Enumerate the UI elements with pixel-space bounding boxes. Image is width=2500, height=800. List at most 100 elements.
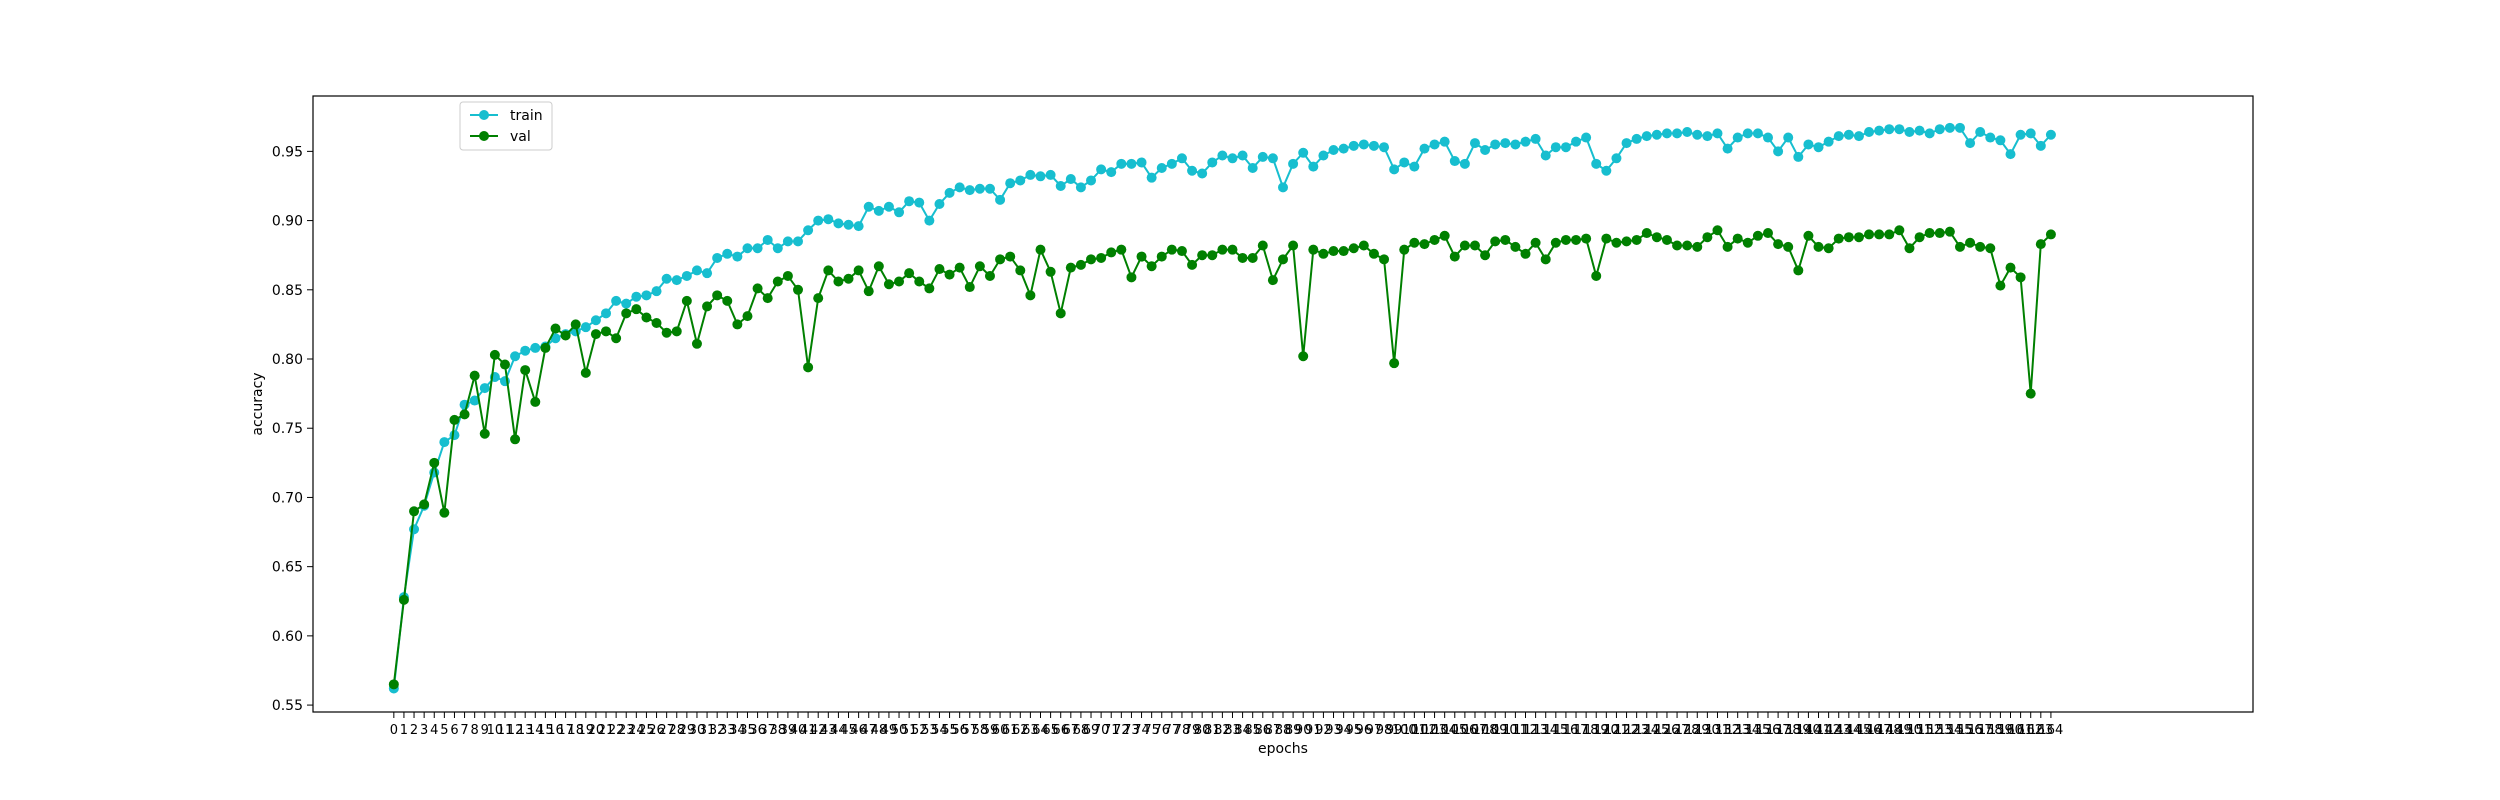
data-point-train	[1601, 165, 1612, 176]
x-tick-label: 108	[1473, 723, 1498, 738]
data-point-train	[1853, 131, 1864, 142]
data-point-val	[479, 428, 490, 439]
data-point-train	[1934, 124, 1945, 135]
data-point-train	[843, 219, 854, 230]
data-point-val	[742, 311, 753, 322]
x-tick-label: 103	[1422, 723, 1447, 738]
data-point-val	[641, 312, 652, 323]
x-tick-label: 144	[1836, 723, 1861, 738]
data-point-val	[782, 270, 793, 281]
data-point-train	[1651, 129, 1662, 140]
x-tick-label: 148	[1877, 723, 1902, 738]
data-point-val	[813, 293, 824, 304]
data-point-val	[1439, 230, 1450, 241]
data-point-train	[1065, 174, 1076, 185]
x-tick-label: 102	[1412, 723, 1437, 738]
x-tick-label: 111	[1503, 723, 1528, 738]
data-point-val	[914, 276, 925, 287]
data-point-train	[1227, 153, 1238, 164]
data-point-val	[1560, 234, 1571, 245]
data-point-val	[1156, 251, 1167, 262]
data-point-val	[1914, 232, 1925, 243]
data-point-train	[1510, 139, 1521, 150]
data-point-val	[1328, 246, 1339, 257]
data-point-train	[1328, 144, 1339, 155]
data-point-val	[1005, 251, 1016, 262]
data-point-val	[419, 499, 430, 510]
x-tick-label: 118	[1574, 723, 1599, 738]
data-point-val	[2035, 239, 2046, 250]
x-tick-label: 114	[1533, 723, 1558, 738]
data-point-train	[712, 252, 723, 263]
data-point-val	[459, 409, 470, 420]
y-tick-label: 0.85	[272, 283, 303, 299]
data-point-val	[1146, 261, 1157, 272]
data-point-train	[1146, 172, 1157, 183]
data-point-train	[1631, 133, 1642, 144]
data-point-val	[1267, 275, 1278, 286]
data-point-train	[1267, 153, 1278, 164]
x-tick-label: 152	[1917, 723, 1942, 738]
data-point-val	[2025, 388, 2036, 399]
data-point-val	[429, 457, 440, 468]
data-point-train	[1864, 126, 1875, 137]
data-point-val	[681, 295, 692, 306]
data-point-val	[1823, 243, 1834, 254]
data-point-val	[1965, 237, 1976, 248]
x-tick-label: 20	[588, 723, 605, 738]
data-point-val	[1308, 244, 1319, 255]
x-tick-label: 137	[1766, 723, 1791, 738]
data-point-val	[1884, 229, 1895, 240]
x-tick-label: 61	[1002, 723, 1019, 738]
x-tick-label: 22	[608, 723, 625, 738]
data-point-train	[1197, 168, 1208, 179]
data-point-train	[641, 290, 652, 301]
data-point-val	[1419, 239, 1430, 250]
data-point-val	[1843, 232, 1854, 243]
data-point-train	[1055, 180, 1066, 191]
plot-area: 0 1 2 3 4 5 6 7 8 9101112131415161718192021222324…	[272, 95, 2254, 738]
x-tick-label: 149	[1887, 723, 1912, 738]
x-tick-label: 77	[1164, 723, 1181, 738]
data-point-val	[853, 265, 864, 276]
data-point-val	[1480, 250, 1491, 261]
x-tick-label: 65	[1042, 723, 1059, 738]
data-point-val	[1106, 247, 1117, 258]
x-tick-label: 31	[699, 723, 716, 738]
data-point-val	[1520, 248, 1531, 259]
x-tick-label: 58	[972, 723, 989, 738]
data-point-train	[1783, 132, 1794, 143]
data-point-train	[1914, 125, 1925, 136]
data-point-val	[1621, 236, 1632, 247]
x-tick-label: 23	[618, 723, 635, 738]
x-tick-label: 25	[638, 723, 655, 738]
data-point-train	[1338, 143, 1349, 154]
data-point-train	[1368, 140, 1379, 151]
data-point-val	[964, 282, 975, 293]
data-point-val	[540, 342, 551, 353]
x-tick-label: 120	[1594, 723, 1619, 738]
data-point-val	[601, 326, 612, 337]
data-point-train	[1459, 158, 1470, 169]
x-axis-label: epochs	[1258, 741, 1308, 757]
data-point-val	[510, 434, 521, 445]
x-tick-label: 112	[1513, 723, 1538, 738]
data-point-val	[1803, 230, 1814, 241]
data-point-val	[469, 370, 480, 381]
x-tick-label: 43	[820, 723, 837, 738]
data-point-train	[510, 351, 521, 362]
data-point-train	[1975, 126, 1986, 137]
x-tick-label: 28	[668, 723, 685, 738]
x-tick-label: 82	[1214, 723, 1231, 738]
x-tick-label: 51	[901, 723, 918, 738]
data-point-train	[1763, 132, 1773, 143]
data-point-train	[1661, 128, 1672, 139]
x-tick-label: 94	[1335, 723, 1352, 738]
data-point-val	[904, 268, 915, 279]
data-point-val	[1459, 240, 1470, 251]
x-tick-label: 38	[770, 723, 787, 738]
data-point-val	[843, 273, 854, 284]
data-point-val	[489, 349, 500, 360]
x-tick-label: 145	[1847, 723, 1872, 738]
x-tick-label: 32	[709, 723, 726, 738]
